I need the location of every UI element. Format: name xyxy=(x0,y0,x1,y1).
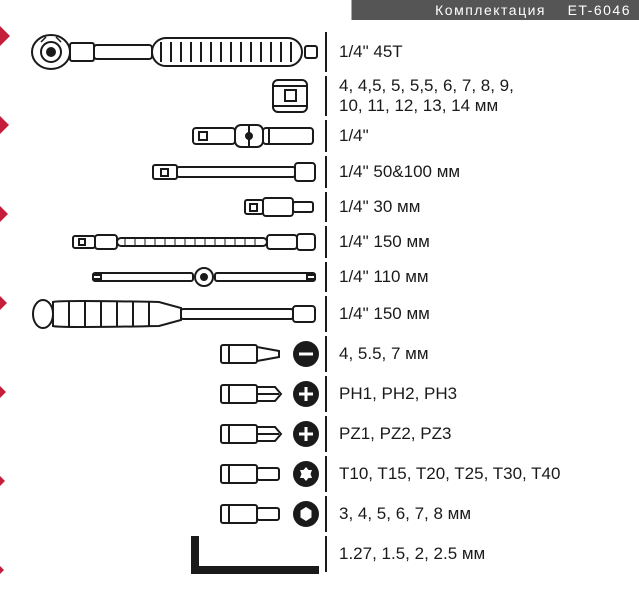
spec-driver: 1/4" 150 мм xyxy=(339,294,639,334)
screwdriver-drawing xyxy=(29,294,319,334)
extension-bar-drawing xyxy=(149,154,319,190)
spec-sockets: 4, 4,5, 5, 5,5, 6, 7, 8, 9, 10, 11, 12, … xyxy=(339,74,639,118)
spec-hexkey: 1.27, 1.5, 2, 2.5 мм xyxy=(339,534,639,574)
tbar-drawing xyxy=(89,260,319,294)
specs-column: 1/4" 45T 4, 4,5, 5, 5,5, 6, 7, 8, 9, 10,… xyxy=(333,30,639,600)
bit-hex-drawing xyxy=(217,494,319,534)
title-prefix: Комплектация xyxy=(435,2,546,18)
spec-flex: 1/4" 150 мм xyxy=(339,224,639,260)
spec-pz: PZ1, PZ2, PZ3 xyxy=(339,414,639,454)
adapter-drawing xyxy=(239,190,319,224)
spec-flat: 4, 5.5, 7 мм xyxy=(339,334,639,374)
bit-flat-drawing xyxy=(217,334,319,374)
pozidriv-bit-icon xyxy=(293,421,319,447)
hexkey-drawing xyxy=(189,534,319,574)
title-model: ET-6046 xyxy=(568,2,631,18)
flex-shaft-drawing xyxy=(69,224,319,260)
socket-drawing xyxy=(259,74,319,118)
bit-pz-drawing xyxy=(217,414,319,454)
spec-ujoint: 1/4" xyxy=(339,118,639,154)
bit-ph-drawing xyxy=(217,374,319,414)
content-area: 1/4" 45T 4, 4,5, 5, 5,5, 6, 7, 8, 9, 10,… xyxy=(0,20,639,600)
page-title: Комплектация ET-6046 xyxy=(435,2,631,18)
spec-hexbit: 3, 4, 5, 6, 7, 8 мм xyxy=(339,494,639,534)
flat-bit-icon xyxy=(293,341,319,367)
spec-torx: T10, T15, T20, T25, T30, T40 xyxy=(339,454,639,494)
spec-ratchet: 1/4" 45T xyxy=(339,30,639,74)
spec-ph: PH1, PH2, PH3 xyxy=(339,374,639,414)
bit-torx-drawing xyxy=(217,454,319,494)
phillips-bit-icon xyxy=(293,381,319,407)
tool-illustrations-column xyxy=(0,30,325,600)
hex-bit-icon xyxy=(293,501,319,527)
divider-column xyxy=(325,30,333,600)
spec-tbar: 1/4" 110 мм xyxy=(339,260,639,294)
ratchet-drawing xyxy=(29,30,319,74)
spec-extbar: 1/4" 50&100 мм xyxy=(339,154,639,190)
spec-adapter: 1/4" 30 мм xyxy=(339,190,639,224)
header-bar: Комплектация ET-6046 xyxy=(0,0,639,20)
ujoint-drawing xyxy=(189,118,319,154)
torx-bit-icon xyxy=(293,461,319,487)
